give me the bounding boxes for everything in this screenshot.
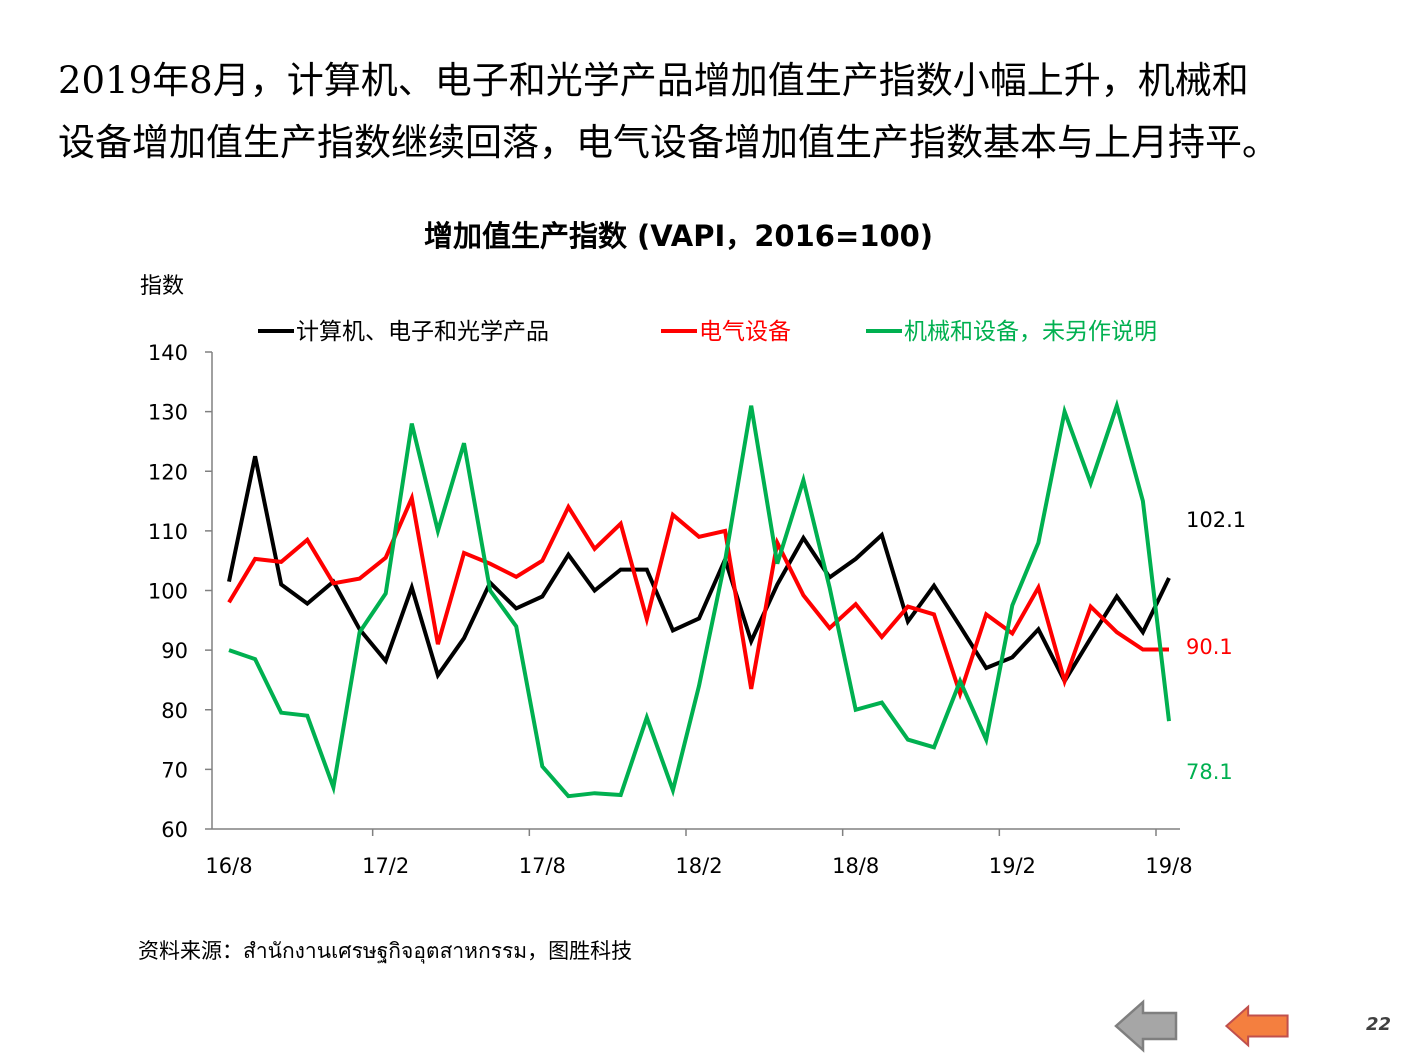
x-tick-label: 16/8 (205, 854, 252, 878)
series-end-label: 90.1 (1186, 635, 1233, 659)
legend: 计算机、电子和光学产品 电气设备 机械和设备，未另作说明 (258, 319, 1157, 345)
legend-label: 计算机、电子和光学产品 (296, 319, 549, 345)
page-number: 22 (1365, 1014, 1391, 1035)
headline-line-2: 设备增加值生产指数继续回落，电气设备增加值生产指数基本与上月持平。 (58, 121, 1279, 164)
series-line (228, 398, 1171, 799)
x-tick-label: 19/8 (1145, 854, 1192, 878)
headline-line-1: 2019年8月，计算机、电子和光学产品增加值生产指数小幅上升，机械和 (58, 59, 1249, 102)
legend-label: 机械和设备，未另作说明 (904, 319, 1157, 345)
y-axis-label: 指数 (140, 274, 184, 299)
series-end-label: 102.1 (1186, 508, 1246, 532)
y-tick-label: 70 (161, 758, 188, 782)
left-arrow-icon (1114, 999, 1178, 1053)
chart-title: 增加值生产指数 (VAPI，2016=100) (423, 219, 934, 253)
line-chart: 指数 计算机、电子和光学产品 电气设备 机械和设备，未另作说明 60 70 80 90 10… (140, 274, 1246, 878)
axes: 60 70 80 90 100 110 120 130 140 16/8 17/2 17/8 18/2 1… (148, 341, 1193, 878)
y-tick-label: 60 (161, 818, 188, 842)
y-tick-label: 80 (161, 699, 188, 723)
source-note: 资料来源：สำนักงานเศรษฐกิจอุตสาหกรรม，图胜科技 (138, 939, 633, 963)
prev-arrow-button[interactable] (1113, 998, 1179, 1054)
chart-title-wrap: 增加值生产指数 (VAPI，2016=100) (0, 213, 1411, 255)
end-labels: 102.1 90.1 78.1 (1186, 508, 1246, 784)
series-group (227, 398, 1171, 799)
series-line (227, 455, 1171, 686)
y-tick-label: 140 (148, 341, 188, 365)
headline: 2019年8月，计算机、电子和光学产品增加值生产指数小幅上升，机械和 设备增加值… (58, 50, 1398, 174)
left-arrow-icon (1224, 1004, 1289, 1048)
y-tick-label: 110 (148, 520, 188, 544)
series-line (227, 491, 1169, 701)
y-tick-label: 100 (148, 580, 188, 604)
next-arrow-button[interactable] (1224, 998, 1290, 1054)
y-tick-label: 130 (148, 401, 188, 425)
x-tick-label: 17/2 (362, 854, 409, 878)
x-tick-label: 19/2 (989, 854, 1036, 878)
x-tick-label: 18/8 (832, 854, 879, 878)
y-tick-label: 90 (161, 639, 188, 663)
x-tick-label: 17/8 (519, 854, 566, 878)
series-end-label: 78.1 (1186, 760, 1233, 784)
y-tick-label: 120 (148, 460, 188, 484)
legend-label: 电气设备 (699, 319, 791, 345)
x-tick-label: 18/2 (675, 854, 722, 878)
